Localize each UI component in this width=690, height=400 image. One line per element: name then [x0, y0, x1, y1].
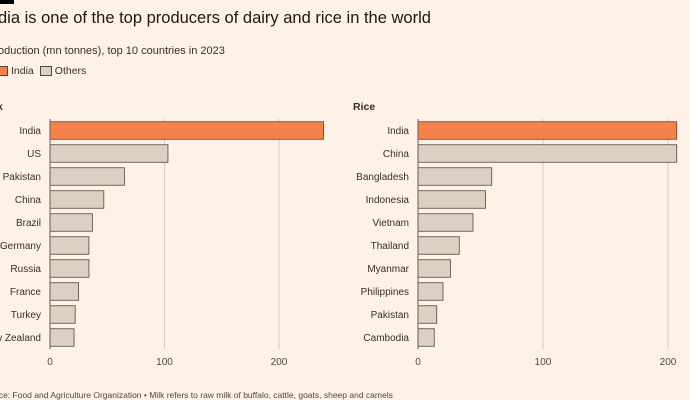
- rice-category-label: India: [387, 126, 409, 137]
- milk-category-label: w Zealand: [0, 333, 41, 344]
- rice-bar: [417, 236, 460, 255]
- milk-tick-label: 0: [47, 357, 53, 368]
- panel-title-milk: k: [0, 101, 3, 113]
- milk-bar: [49, 328, 75, 347]
- rice-category-label: Philippines: [361, 287, 409, 298]
- milk-category-label: China: [15, 195, 42, 206]
- rice-tick-label: 200: [660, 357, 677, 368]
- rice-category-label: Myanmar: [367, 264, 409, 275]
- milk-category-label: France: [10, 287, 42, 298]
- milk-category-label: US: [27, 149, 41, 160]
- milk-bar: [49, 167, 125, 186]
- milk-bar: [49, 259, 90, 278]
- milk-bar: [49, 282, 80, 301]
- milk-bar: [49, 121, 325, 140]
- legend-label-others: Others: [54, 65, 87, 77]
- milk-category-label: Pakistan: [3, 172, 41, 183]
- rice-category-label: Vietnam: [372, 218, 409, 229]
- rice-tick-label: 100: [535, 357, 552, 368]
- legend-swatch-india: [0, 66, 8, 76]
- rice-category-label: Cambodia: [363, 333, 409, 344]
- legend-swatch-others: [39, 66, 52, 76]
- rice-bar: [417, 121, 678, 140]
- milk-category-label: Germany: [0, 241, 41, 252]
- rice-bar: [417, 282, 444, 301]
- brand-mark: [0, 0, 14, 4]
- rice-bar: [417, 328, 435, 347]
- rice-tick-label: 0: [415, 357, 421, 368]
- milk-tick-label: 100: [156, 357, 173, 368]
- legend-label-india: India: [11, 65, 34, 77]
- rice-category-label: China: [383, 149, 410, 160]
- legend-item-others: Others: [39, 65, 87, 77]
- rice-bar: [417, 259, 451, 278]
- source-note: rce: Food and Agriculture Organization •…: [0, 390, 393, 400]
- rice-bar: [417, 167, 493, 186]
- rice-bar: [417, 190, 486, 209]
- rice-category-label: Pakistan: [371, 310, 409, 321]
- milk-tick-label: 200: [271, 357, 288, 368]
- chart-subtitle: oduction (mn tonnes), top 10 countries i…: [0, 45, 225, 57]
- milk-bar: [49, 305, 76, 324]
- rice-bar: [417, 213, 474, 232]
- rice-bar: [417, 305, 438, 324]
- rice-category-label: Indonesia: [366, 195, 410, 206]
- milk-bar: [49, 144, 169, 163]
- rice-category-label: Bangladesh: [356, 172, 409, 183]
- milk-bar: [49, 190, 105, 209]
- milk-category-label: India: [19, 126, 41, 137]
- milk-category-label: Russia: [10, 264, 41, 275]
- chart-title: dia is one of the top producers of dairy…: [0, 9, 431, 27]
- milk-bar: [49, 236, 90, 255]
- milk-category-label: Brazil: [16, 218, 41, 229]
- panel-title-rice: Rice: [353, 101, 376, 113]
- milk-bar: [49, 213, 93, 232]
- legend: India Others: [0, 65, 86, 77]
- rice-bar: [417, 144, 678, 163]
- milk-category-label: Turkey: [11, 310, 41, 321]
- legend-item-india: India: [0, 65, 34, 77]
- rice-category-label: Thailand: [371, 241, 409, 252]
